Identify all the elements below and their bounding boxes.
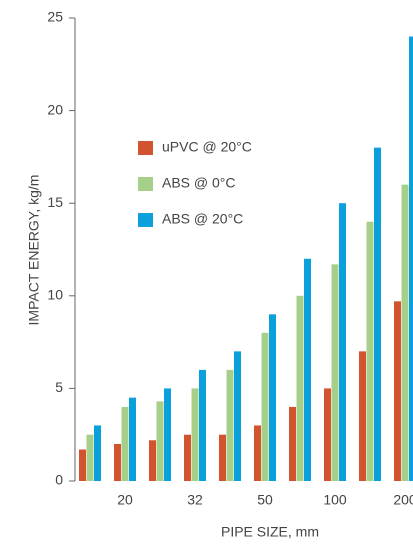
bar — [331, 264, 339, 481]
bar — [184, 434, 191, 481]
bar — [219, 434, 226, 481]
legend-swatch — [138, 213, 153, 227]
bar — [374, 147, 381, 481]
bar — [261, 332, 269, 481]
bar — [129, 397, 136, 481]
bar — [304, 258, 311, 481]
bar — [401, 184, 409, 481]
x-tick-label: 200 — [393, 492, 413, 508]
y-axis-label: IMPACT ENERGY, kg/m — [26, 175, 42, 326]
bar — [121, 406, 129, 481]
y-tick-label: 0 — [55, 472, 63, 488]
bar — [164, 388, 171, 481]
y-tick-label: 25 — [47, 9, 63, 25]
bar — [394, 301, 401, 481]
x-axis-label: PIPE SIZE, mm — [221, 524, 319, 540]
bar — [86, 434, 94, 481]
y-tick-label: 20 — [47, 101, 63, 117]
bar — [199, 369, 206, 481]
bar — [226, 369, 234, 481]
bar — [149, 440, 156, 481]
legend-swatch — [138, 141, 153, 155]
bar — [359, 351, 366, 481]
y-tick-label: 5 — [55, 379, 63, 395]
y-tick-label: 15 — [47, 194, 63, 210]
x-tick-label: 32 — [187, 492, 203, 508]
bar — [324, 388, 331, 481]
legend-label: ABS @ 0°C — [162, 175, 236, 191]
legend-swatch — [138, 177, 153, 191]
bar — [254, 425, 261, 481]
bar — [409, 36, 413, 482]
legend-label: ABS @ 20°C — [162, 211, 243, 227]
x-tick-label: 100 — [323, 492, 347, 508]
bar — [94, 425, 101, 481]
y-tick-label: 10 — [47, 287, 63, 303]
bar — [79, 449, 86, 481]
legend-label: uPVC @ 20°C — [162, 139, 252, 155]
x-tick-label: 50 — [257, 492, 273, 508]
bar — [289, 406, 296, 481]
bar — [234, 351, 241, 481]
bar — [191, 388, 199, 481]
bar — [366, 221, 374, 481]
bar — [156, 401, 164, 481]
x-tick-label: 20 — [117, 492, 133, 508]
bar — [114, 443, 121, 481]
bar — [269, 314, 276, 481]
bar — [296, 295, 304, 481]
bar — [339, 203, 346, 481]
